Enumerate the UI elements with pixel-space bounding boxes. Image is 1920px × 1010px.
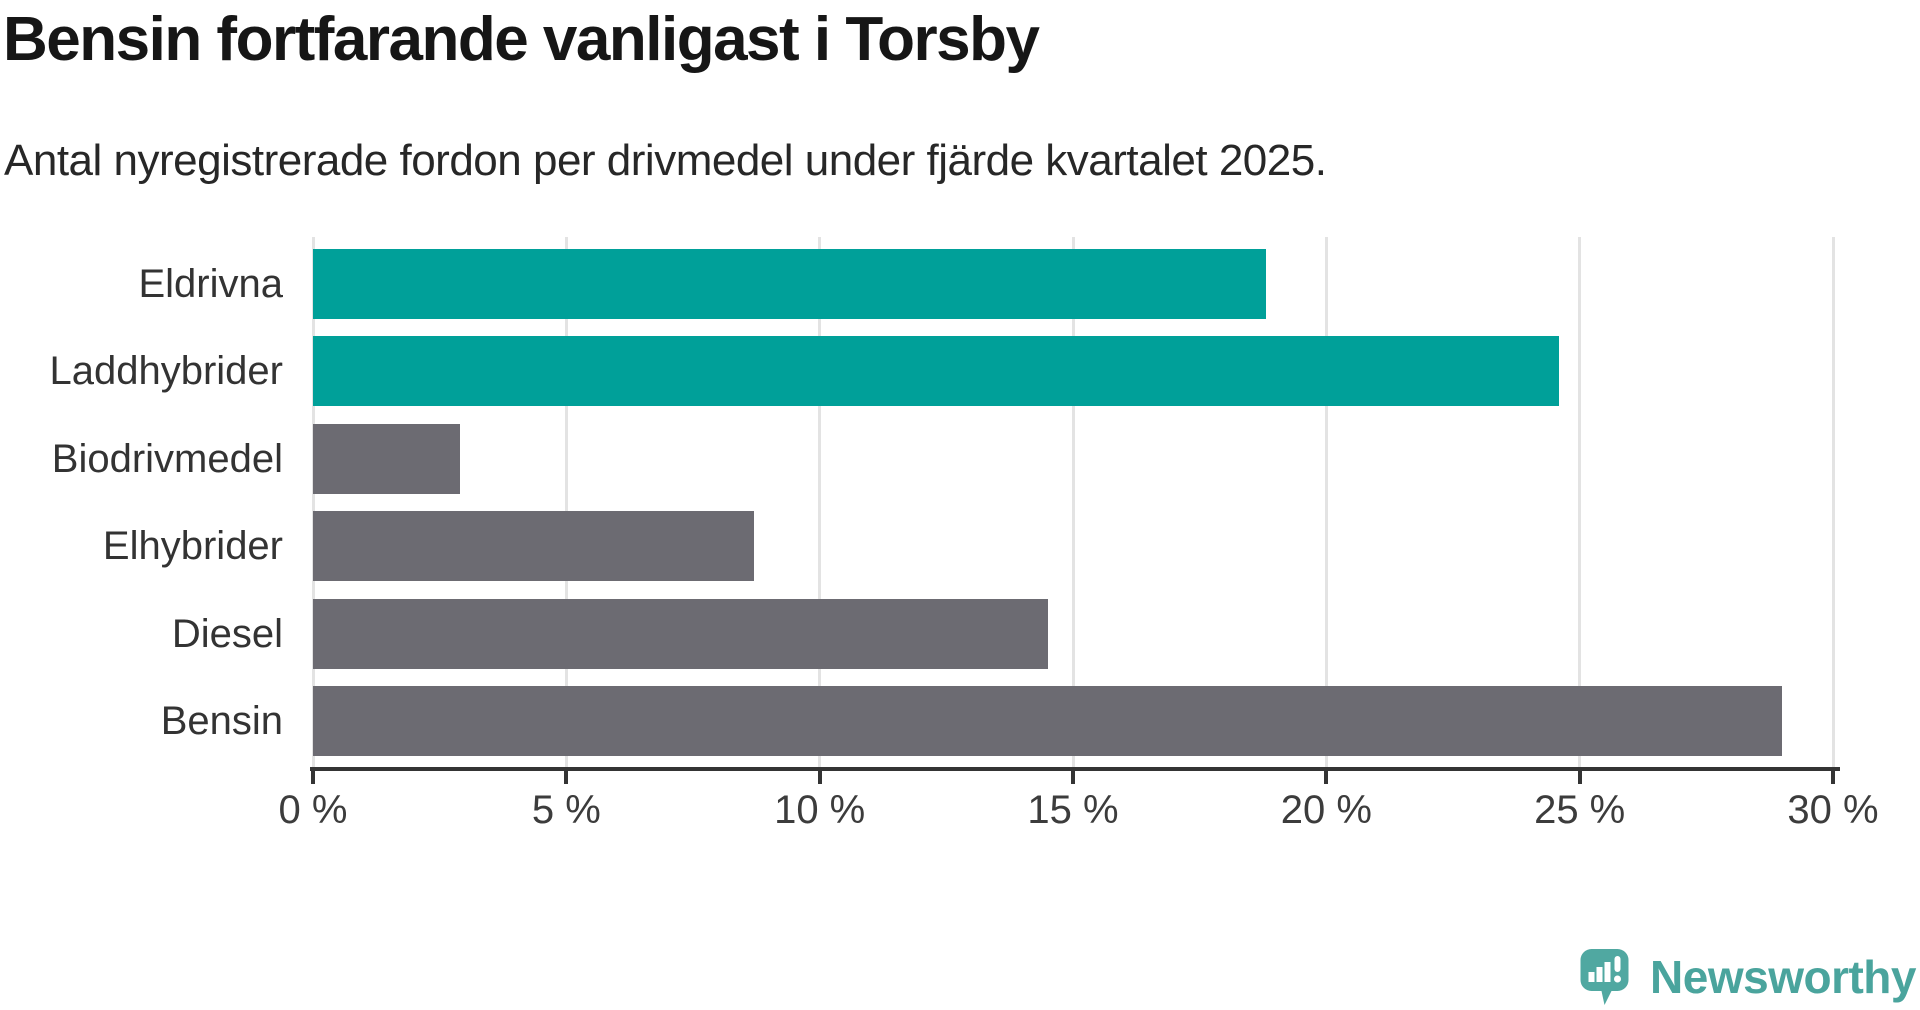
newsworthy-logo-icon — [1580, 949, 1629, 1005]
x-tick-20 — [1324, 771, 1329, 784]
bar-chart: Eldrivna Laddhybrider Biodrivmedel Elhybrid… — [50, 237, 1879, 832]
x-tick-0 — [311, 771, 315, 784]
x-tick-label-20: 20 % — [1280, 788, 1372, 832]
bar-elhybrider — [313, 511, 754, 582]
bar-bensin — [313, 686, 1783, 756]
x-tick-label-10: 10 % — [774, 788, 866, 832]
gridline-10 — [818, 237, 822, 767]
x-tick-label-30: 30 % — [1787, 788, 1879, 832]
bar-eldrivna — [313, 249, 1266, 319]
newsworthy-logo-text: Newsworthy — [1650, 951, 1916, 1003]
gridline-30 — [1831, 237, 1835, 767]
gridline-0 — [311, 237, 315, 767]
gridline-15 — [1071, 237, 1075, 767]
x-tick-30 — [1831, 771, 1835, 784]
x-tick-label-5: 5 % — [531, 788, 601, 832]
bar-laddhybrider — [313, 336, 1560, 407]
x-tick-25 — [1577, 771, 1582, 784]
category-label-elhybrider: Elhybrider — [102, 524, 283, 569]
category-label-diesel: Diesel — [171, 611, 283, 656]
x-tick-5 — [564, 771, 569, 784]
x-tick-10 — [817, 771, 822, 784]
x-tick-label-15: 15 % — [1027, 788, 1119, 832]
chart-subtitle: Antal nyregistrerade fordon per drivmede… — [4, 136, 1327, 185]
x-tick-15 — [1071, 771, 1075, 784]
category-label-eldrivna: Eldrivna — [138, 262, 283, 306]
x-tick-label-0: 0 % — [278, 788, 348, 832]
category-label-laddhybrider: Laddhybrider — [49, 349, 284, 394]
x-axis-line — [310, 767, 1840, 771]
newsworthy-logo[interactable]: Newsworthy — [1579, 948, 1916, 1006]
chart-title: Bensin fortfarande vanligast i Torsby — [3, 5, 1040, 74]
gridline-5 — [564, 237, 568, 767]
bar-biodrivmedel — [313, 423, 460, 494]
bar-diesel — [313, 598, 1048, 669]
gridline-25 — [1578, 237, 1582, 767]
gridline-20 — [1324, 237, 1328, 767]
category-label-bensin: Bensin — [160, 699, 283, 743]
x-tick-label-25: 25 % — [1534, 788, 1626, 832]
category-label-biodrivmedel: Biodrivmedel — [51, 436, 283, 481]
